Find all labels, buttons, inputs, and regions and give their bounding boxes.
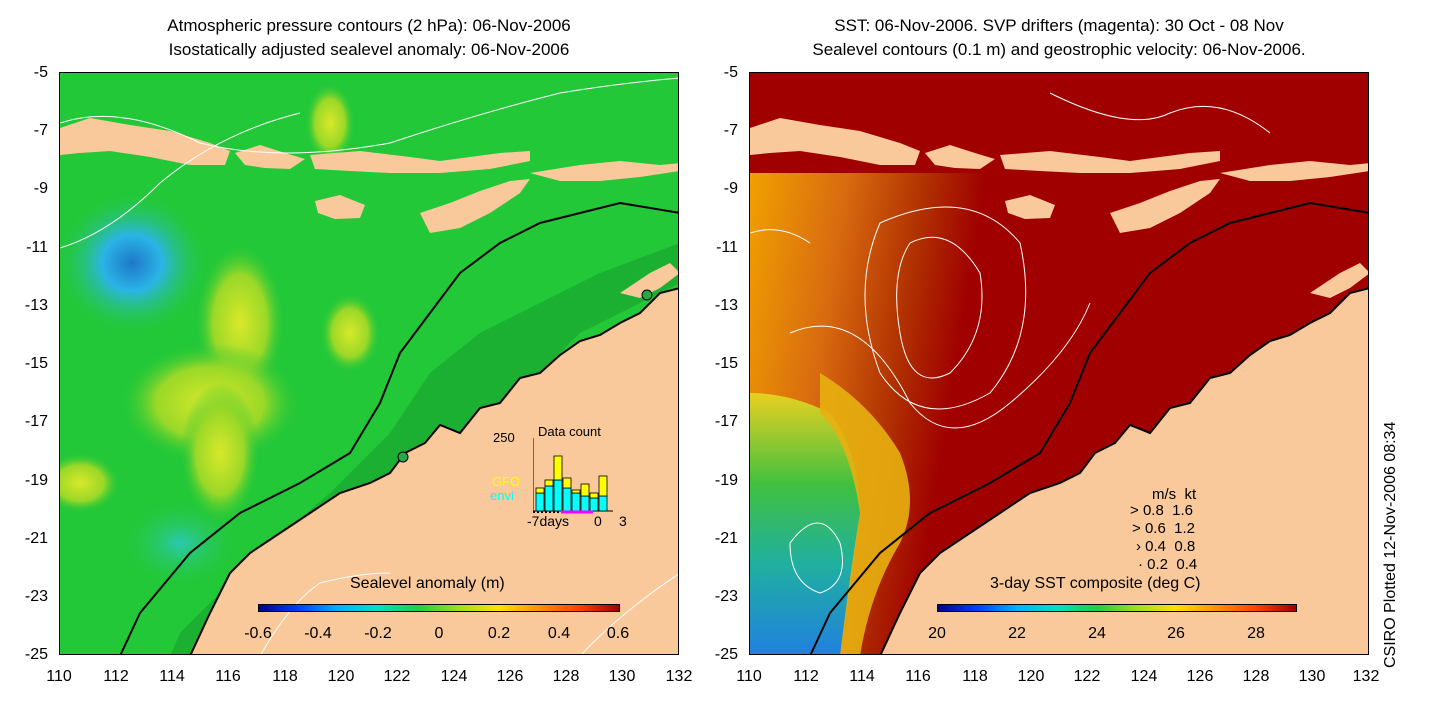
right-xtick: 126 bbox=[1186, 668, 1214, 685]
velocity-legend-row: > 0.6 1.2 bbox=[1132, 520, 1195, 537]
velocity-unit-ms: m/s bbox=[1152, 486, 1177, 503]
inset-xlabel-start: -7days bbox=[527, 513, 570, 529]
right-ytick: -21 bbox=[714, 530, 738, 547]
left-cbar-tick: 0.4 bbox=[547, 625, 571, 642]
left-xtick: 128 bbox=[552, 668, 580, 685]
left-xtick: 116 bbox=[215, 668, 241, 685]
data-count-histogram bbox=[533, 438, 613, 514]
left-title-line2: Isostatically adjusted sealevel anomaly:… bbox=[168, 40, 570, 59]
sst-map bbox=[749, 72, 1369, 655]
velocity-legend-row: > 0.8 1.6 bbox=[1130, 502, 1193, 519]
inset-ymax-label: 250 bbox=[493, 430, 515, 445]
left-xtick: 124 bbox=[440, 668, 468, 685]
right-ytick: -25 bbox=[714, 646, 738, 663]
right-xtick: 112 bbox=[793, 668, 819, 685]
velocity-legend-header: m/s kt bbox=[1152, 486, 1196, 503]
velocity-legend-row: › 0.4 0.8 bbox=[1136, 538, 1196, 555]
right-xtick: 114 bbox=[849, 668, 875, 685]
right-xtick: 128 bbox=[1242, 668, 1270, 685]
left-title-line1: Atmospheric pressure contours (2 hPa): 0… bbox=[167, 16, 571, 35]
inset-xlabel-end: 3 bbox=[619, 513, 627, 529]
right-xtick: 110 bbox=[736, 668, 762, 685]
right-ytick: -23 bbox=[714, 588, 738, 605]
left-cbar-tick: 0 bbox=[434, 625, 444, 642]
velocity-unit-kt: kt bbox=[1184, 486, 1197, 503]
left-cbar-tick: -0.4 bbox=[304, 625, 332, 642]
right-cbar-tick: 24 bbox=[1088, 625, 1106, 642]
left-ytick: -11 bbox=[26, 239, 48, 256]
left-cbar-tick: -0.2 bbox=[364, 625, 392, 642]
left-xtick: 118 bbox=[272, 668, 298, 685]
right-title-line2: Sealevel contours (0.1 m) and geostrophi… bbox=[812, 40, 1306, 59]
left-ytick: -21 bbox=[24, 530, 48, 547]
right-xtick: 124 bbox=[1130, 668, 1158, 685]
right-xtick: 120 bbox=[1017, 668, 1045, 685]
left-ytick: -13 bbox=[24, 297, 48, 314]
right-xtick: 130 bbox=[1298, 668, 1326, 685]
left-xtick: 130 bbox=[608, 668, 636, 685]
inset-xlabel-zero: 0 bbox=[594, 513, 602, 529]
left-xtick: 112 bbox=[103, 668, 129, 685]
right-ytick: -17 bbox=[714, 413, 738, 430]
right-ytick: -7 bbox=[723, 122, 738, 139]
left-xtick: 120 bbox=[327, 668, 355, 685]
right-xtick: 122 bbox=[1073, 668, 1101, 685]
right-ytick: -13 bbox=[714, 297, 738, 314]
left-xtick: 126 bbox=[496, 668, 524, 685]
right-xtick: 118 bbox=[962, 668, 988, 685]
right-cbar-tick: 28 bbox=[1247, 625, 1265, 642]
left-cbar-tick: 0.2 bbox=[487, 625, 511, 642]
left-ytick: -5 bbox=[33, 64, 48, 81]
left-ytick: -23 bbox=[24, 588, 48, 605]
right-cbar-tick: 20 bbox=[928, 625, 946, 642]
right-ytick: -9 bbox=[723, 180, 738, 197]
right-xtick: 116 bbox=[905, 668, 931, 685]
left-colorbar-title: Sealevel anomaly (m) bbox=[350, 575, 505, 592]
left-xtick: 132 bbox=[665, 668, 693, 685]
sealevel-anomaly-map bbox=[59, 72, 679, 655]
right-ytick: -5 bbox=[723, 64, 738, 81]
left-cbar-tick: 0.6 bbox=[606, 625, 630, 642]
left-ytick: -15 bbox=[24, 355, 48, 372]
right-title-line1: SST: 06-Nov-2006. SVP drifters (magenta)… bbox=[834, 16, 1284, 35]
plot-stamp: CSIRO Plotted 12-Nov-2006 08:34 bbox=[1382, 421, 1399, 668]
inset-title: Data count bbox=[538, 424, 601, 439]
left-title: Atmospheric pressure contours (2 hPa): 0… bbox=[60, 14, 678, 62]
velocity-legend-row: · 0.2 0.4 bbox=[1138, 556, 1198, 573]
inset-label-envi: envi bbox=[490, 488, 514, 503]
left-xtick: 122 bbox=[383, 668, 411, 685]
right-colorbar-title: 3-day SST composite (deg C) bbox=[990, 575, 1201, 592]
right-xtick: 132 bbox=[1352, 668, 1380, 685]
left-ytick: -25 bbox=[24, 646, 48, 663]
left-cbar-tick: -0.6 bbox=[244, 625, 272, 642]
left-ytick: -7 bbox=[33, 122, 48, 139]
left-ytick: -17 bbox=[24, 413, 48, 430]
left-ytick: -9 bbox=[33, 180, 48, 197]
sst-colorbar bbox=[937, 604, 1297, 612]
right-cbar-tick: 26 bbox=[1167, 625, 1185, 642]
right-ytick: -15 bbox=[714, 355, 738, 372]
left-xtick: 114 bbox=[159, 668, 185, 685]
right-title: SST: 06-Nov-2006. SVP drifters (magenta)… bbox=[750, 14, 1368, 62]
right-ytick: -19 bbox=[714, 472, 738, 489]
inset-label-gfo: GFO bbox=[492, 474, 521, 489]
right-cbar-tick: 22 bbox=[1008, 625, 1026, 642]
left-xtick: 110 bbox=[46, 668, 72, 685]
left-ytick: -19 bbox=[24, 472, 48, 489]
sealevel-colorbar bbox=[258, 604, 620, 612]
right-ytick: -11 bbox=[716, 239, 738, 256]
